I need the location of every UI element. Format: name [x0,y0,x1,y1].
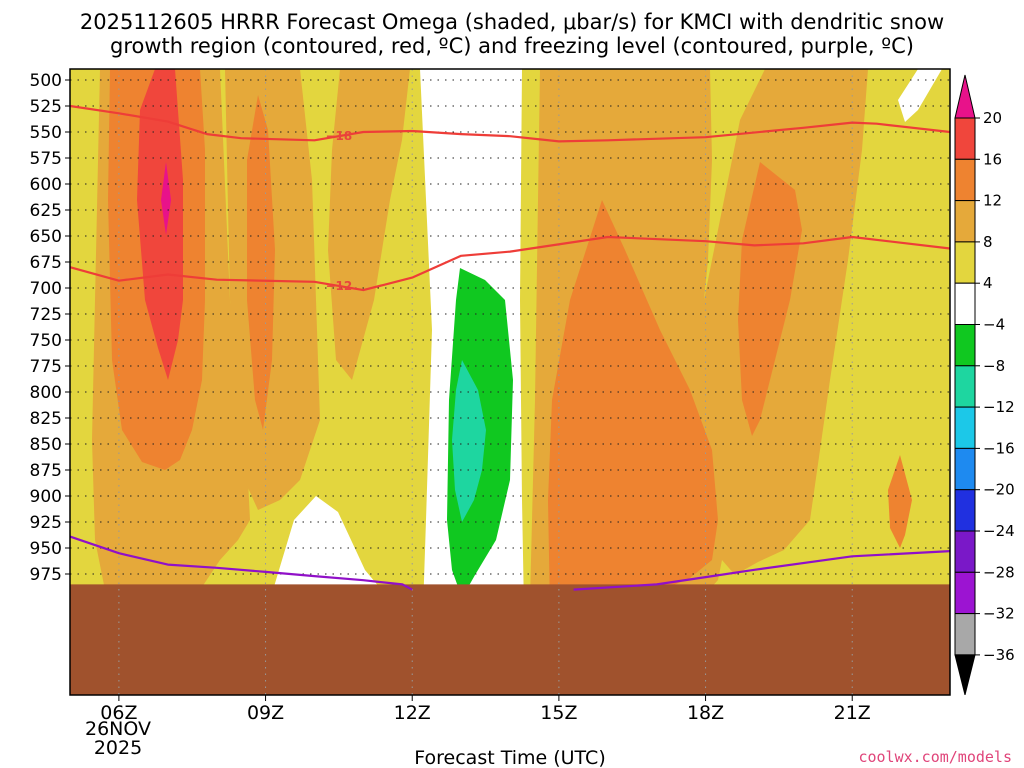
contour-lines: −18 −12 [69,104,951,591]
omega-band-16-core [137,69,183,380]
plot-area: −18 −12 [69,68,951,696]
x-axis: 06Z 09Z 12Z 15Z 18Z 21Z [100,695,871,724]
colorbar-label-3: 8 [983,233,993,251]
omega-shading [70,69,950,695]
contour-dendritic-minus18 [69,104,951,143]
colorbar-bin-1 [954,117,976,160]
colorbar-label-12: −32 [983,605,1015,623]
y-tick-label-525: 525 [30,97,62,117]
colorbar-bin-12 [954,571,976,615]
y-tick-label-700: 700 [30,279,62,299]
contour-label-dendritic-minus12: −12 [326,279,353,293]
x-tick-label-15Z: 15Z [540,702,577,724]
contour-dendritic-minus12 [69,235,951,292]
contour-freezing-level-left [69,535,413,591]
colorbar-bin-3 [954,200,976,243]
y-tick-label-875: 875 [30,461,62,481]
y-tick-label-925: 925 [30,513,62,533]
colorbar-label-0: 20 [983,109,1002,127]
x-date-line1: 26NOV [85,718,151,740]
x-date-line2: 2025 [94,737,142,759]
colorbar-label-4: 4 [983,274,993,292]
y-tick-label-975: 975 [30,565,62,585]
grid-lines [70,69,950,695]
y-tick-label-625: 625 [30,201,62,221]
x-tick-label-06Z: 06Z [100,702,137,724]
y-tick-label-650: 650 [30,227,62,247]
x-axis-label: Forecast Time (UTC) [414,747,605,768]
colorbar-label-8: −16 [983,439,1015,457]
y-tick-label-675: 675 [30,253,62,273]
colorbar-bin-8 [954,406,976,449]
colorbar-top-arrow [954,74,976,119]
chart-title-line1: 2025112605 HRRR Forecast Omega (shaded, … [80,10,944,34]
y-tick-label-850: 850 [30,435,62,455]
omega-band-12-east-b [738,162,802,436]
plot-frame [69,68,951,696]
y-tick-label-575: 575 [30,149,62,169]
credit-text: coolwx.com/models [858,748,1012,766]
y-tick-label-775: 775 [30,357,62,377]
colorbar-label-5: −4 [983,316,1005,334]
chart-title-line2: growth region (contoured, red, ºC) and f… [110,34,914,58]
colorbar-bin-10 [954,489,976,532]
colorbar-bin-6 [954,324,976,367]
colorbar-label-10: −24 [983,522,1015,540]
y-tick-label-950: 950 [30,539,62,559]
colorbar-label-6: −8 [983,357,1005,375]
colorbar-bin-5 [954,282,976,326]
colorbar-bin-4 [954,241,976,284]
colorbar-label-9: −20 [983,481,1015,499]
terrain-band [70,584,950,695]
y-tick-label-800: 800 [30,383,62,403]
colorbar-label-13: −36 [983,646,1015,664]
y-tick-label-750: 750 [30,331,62,351]
colorbar-label-2: 12 [983,192,1002,210]
omega-band-20-core [161,162,171,235]
omega-colorbar: 20 16 12 8 4 −4 −8 −12 −16 −20 −24 −28 −32 −36 [954,74,1015,696]
y-tick-label-725: 725 [30,305,62,325]
colorbar-label-1: 16 [983,150,1002,168]
contour-freezing-level-right [573,550,951,591]
y-tick-label-500: 500 [30,71,62,91]
x-tick-label-09Z: 09Z [247,702,284,724]
colorbar-bin-7 [954,365,976,408]
y-axis: 500 525 550 575 600 625 650 675 700 725 750 775 800 8… [30,71,70,585]
omega-band-8-west-c [328,69,410,380]
omega-band-12-west-b [247,95,275,430]
y-tick-label-825: 825 [30,409,62,429]
omega-band-12-east-c [888,455,912,548]
y-tick-label-550: 550 [30,123,62,143]
colorbar-bin-11 [954,530,976,573]
colorbar-bin-13 [954,613,976,656]
colorbar-bin-2 [954,158,976,202]
x-tick-label-18Z: 18Z [687,702,724,724]
omega-band-minus8-cell [452,360,486,522]
colorbar-label-11: −28 [983,563,1015,581]
x-tick-label-21Z: 21Z [834,702,871,724]
colorbar-bin-9 [954,447,976,491]
colorbar-bottom-arrow [954,654,976,696]
contour-label-dendritic-minus18: −18 [326,129,353,143]
omega-white-notch [898,69,942,122]
omega-band-12-east [548,200,718,620]
colorbar-label-7: −12 [983,398,1015,416]
x-tick-label-12Z: 12Z [394,702,431,724]
y-tick-label-900: 900 [30,487,62,507]
y-tick-label-600: 600 [30,175,62,195]
